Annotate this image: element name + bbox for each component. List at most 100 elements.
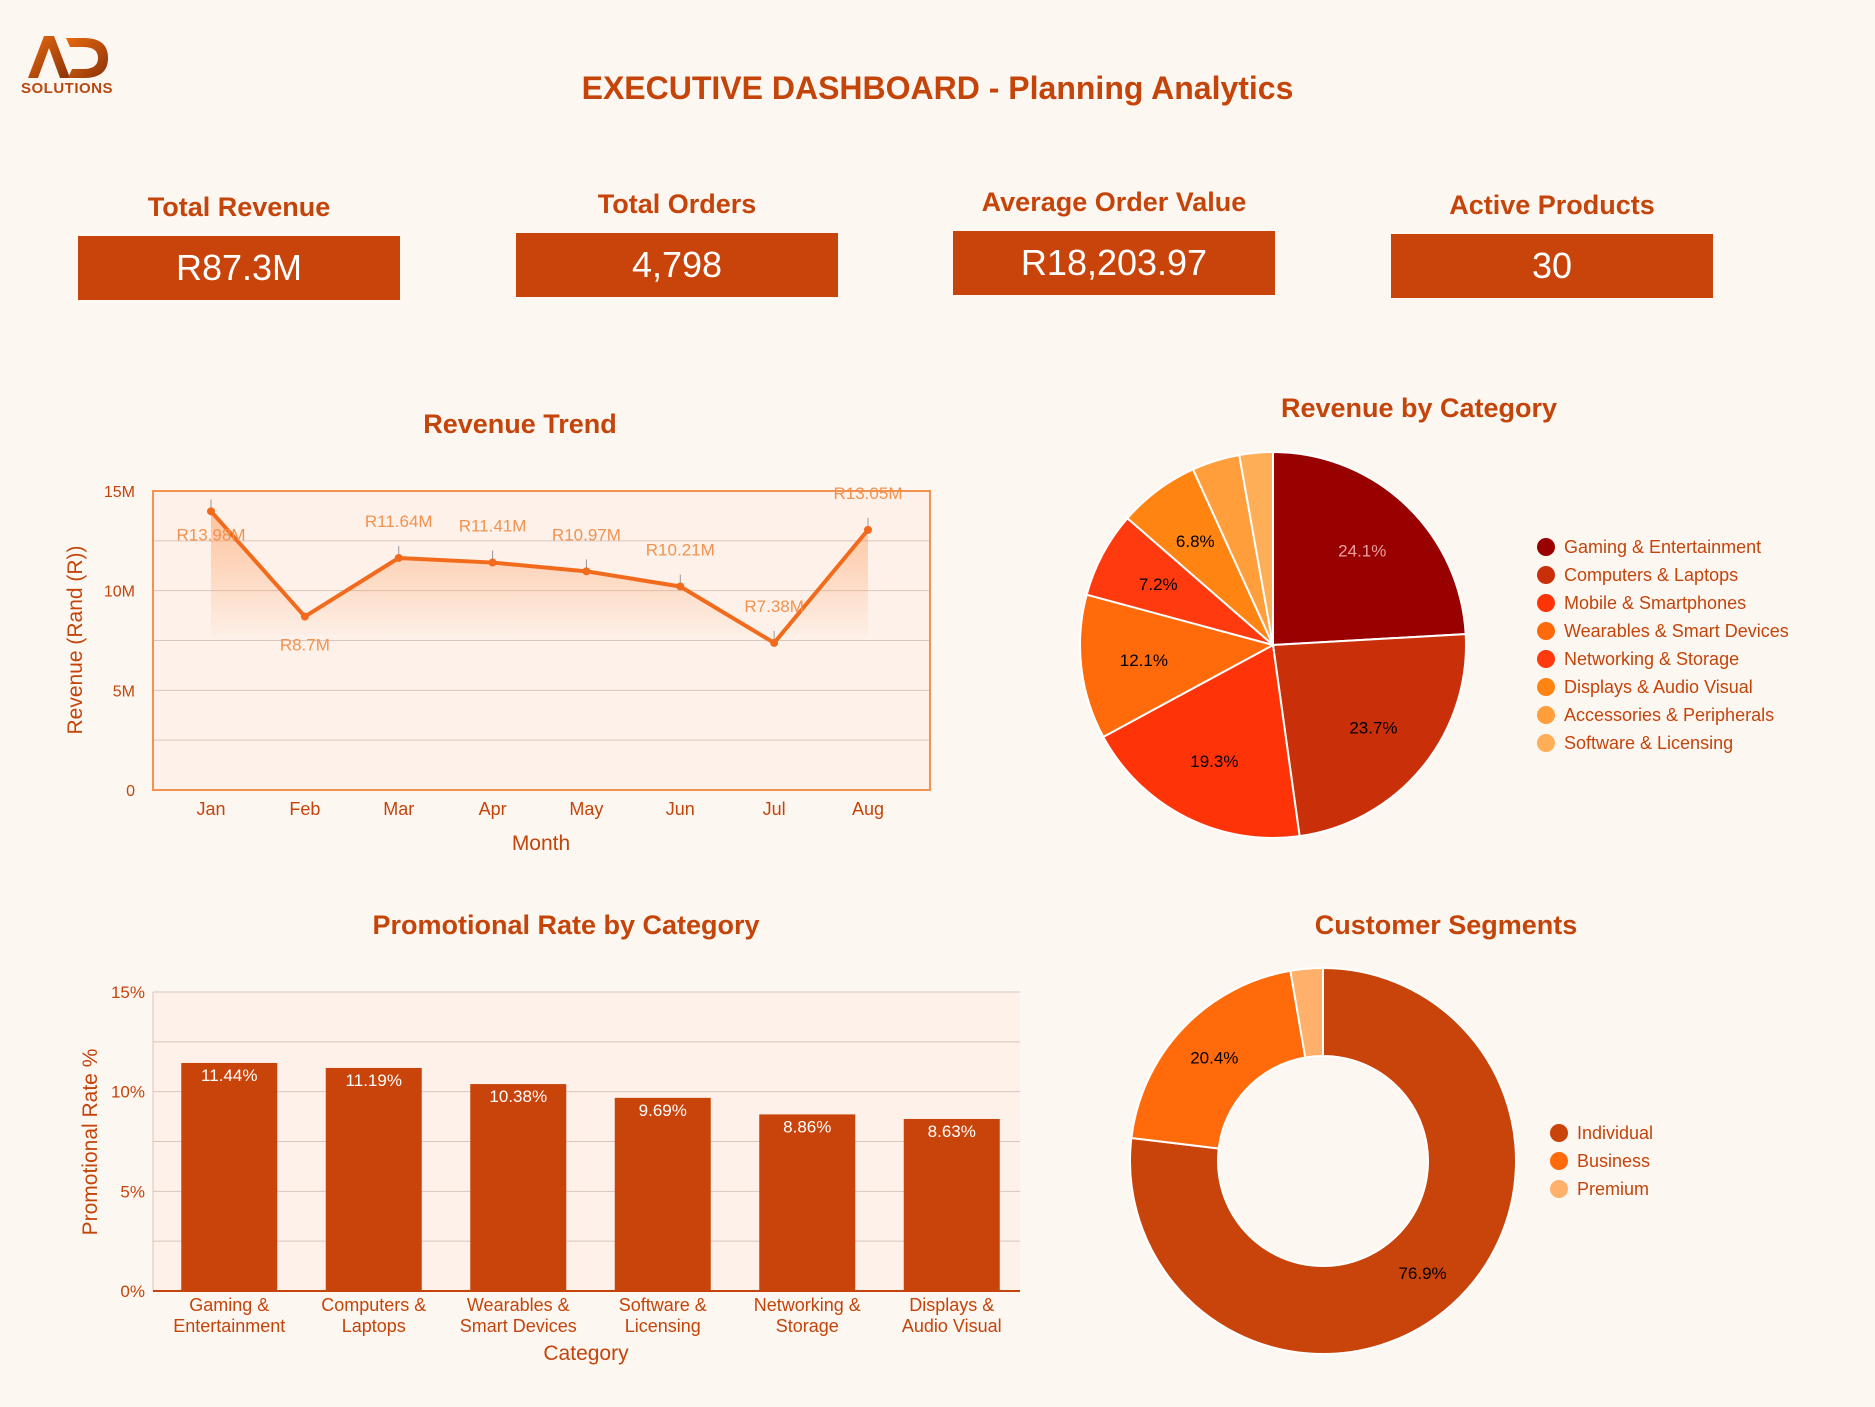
bar-data-label: 8.86% [783, 1117, 831, 1136]
kpi-label-average-order-value: Average Order Value [981, 187, 1247, 217]
bar-y-tick-label: 15% [111, 983, 145, 1002]
segments-donut-slice [1289, 966, 1324, 1059]
line-y-tick-label: 0 [126, 783, 135, 800]
legend-label: Business [1577, 1150, 1651, 1171]
line-data-label: R13.05M [834, 484, 903, 503]
line-data-label: R10.21M [646, 540, 715, 559]
line-data-label: R8.7M [280, 636, 330, 655]
line-data-label: R13.98M [177, 525, 246, 544]
bar-x-tick-label: Gaming & [189, 1295, 269, 1315]
legend-label: Individual [1577, 1122, 1654, 1143]
legend-swatch [1537, 706, 1555, 724]
bar-x-tick-label: Laptops [342, 1316, 406, 1336]
kpi-label-total-revenue: Total Revenue [147, 192, 331, 222]
line-data-label: R7.38M [744, 597, 804, 616]
legend-item: Mobile & Smartphones [1537, 589, 1789, 617]
promotional-rate-title: Promotional Rate by Category [372, 910, 760, 940]
line-point [864, 525, 872, 534]
line-x-tick-label: Feb [289, 799, 320, 819]
bar-x-tick-label: Entertainment [173, 1316, 285, 1336]
legend-swatch [1537, 622, 1555, 640]
category-pie-data-label: 24.1% [1338, 542, 1386, 561]
legend-label: Mobile & Smartphones [1564, 592, 1747, 613]
line-data-label: R10.97M [552, 525, 621, 544]
line-point [676, 582, 685, 591]
line-point [582, 567, 591, 576]
legend-label: Premium [1577, 1178, 1650, 1199]
category-pie-slice [1101, 643, 1301, 839]
legend-swatch [1537, 566, 1555, 584]
bar-data-label: 10.38% [489, 1087, 547, 1106]
category-pie-slice [1238, 450, 1274, 646]
revenue-by-category-title: Revenue by Category [1280, 393, 1558, 423]
category-pie-data-label: 19.3% [1190, 752, 1238, 771]
legend-item: Individual [1550, 1119, 1653, 1147]
legend-swatch [1537, 650, 1555, 668]
line-x-axis-title: Month [512, 832, 570, 855]
legend-swatch [1550, 1124, 1568, 1142]
revenue-trend-title: Revenue Trend [423, 409, 617, 439]
bar-y-tick-label: 5% [120, 1182, 145, 1201]
line-y-axis-title: Revenue (Rand (R)) [64, 545, 87, 734]
legend-swatch [1537, 594, 1555, 612]
bar [759, 1114, 856, 1291]
kpi-value-total-revenue: R87.3M [78, 236, 400, 300]
segments-donut-slice [1128, 966, 1517, 1355]
line-y-tick-label: 10M [104, 584, 135, 601]
line-x-tick-label: Aug [852, 799, 884, 819]
line-point [488, 558, 497, 567]
legend-label: Networking & Storage [1564, 648, 1740, 669]
bar-x-tick-label: Displays & [909, 1295, 994, 1315]
line-series [209, 510, 870, 645]
bar-x-axis-title: Category [543, 1342, 629, 1365]
legend-swatch [1537, 538, 1555, 556]
kpi-value-total-orders: 4,798 [516, 233, 838, 297]
legend-label: Displays & Audio Visual [1564, 676, 1753, 697]
bar-x-tick-label: Wearables & [467, 1295, 570, 1315]
bar-x-tick-label: Networking & [754, 1295, 861, 1315]
legend-swatch [1550, 1152, 1568, 1170]
line-area-fill [211, 511, 868, 643]
bar-y-tick-label: 10% [111, 1083, 145, 1102]
line-point [770, 638, 779, 647]
category-pie-data-label: 6.8% [1176, 532, 1215, 551]
category-pie-data-label: 7.2% [1139, 575, 1178, 594]
legend-label: Computers & Laptops [1564, 564, 1739, 585]
line-plot-border [152, 490, 931, 791]
bar-y-axis-title: Promotional Rate % [79, 1049, 102, 1236]
legend-label: Wearables & Smart Devices [1564, 620, 1789, 641]
revenue-by-category-legend: Gaming & Entertainment Computers & Laptop… [1537, 533, 1789, 757]
page-title: EXECUTIVE DASHBOARD - Planning Analytics [581, 70, 1294, 106]
legend-item: Accessories & Peripherals [1537, 701, 1789, 729]
segments-donut-slice [1130, 969, 1307, 1150]
category-pie-slice [1079, 593, 1276, 739]
category-pie-slice [1272, 450, 1467, 647]
legend-item: Business [1550, 1147, 1653, 1175]
customer-segments-title: Customer Segments [1314, 910, 1578, 940]
kpi-label-active-products: Active Products [1449, 190, 1655, 220]
kpi-label-total-orders: Total Orders [597, 189, 757, 219]
bar-data-label: 11.19% [346, 1071, 402, 1090]
bar [470, 1084, 567, 1291]
line-point [300, 612, 309, 621]
legend-item: Networking & Storage [1537, 645, 1789, 673]
legend-label: Software & Licensing [1564, 732, 1734, 753]
legend-item: Software & Licensing [1537, 729, 1789, 757]
category-pie-data-label: 12.1% [1120, 651, 1168, 670]
bar-x-tick-label: Storage [776, 1316, 839, 1336]
segments-donut-data-label: 76.9% [1398, 1264, 1446, 1283]
category-pie-slice [1271, 633, 1467, 838]
line-x-tick-label: Jul [763, 799, 786, 819]
line-x-tick-label: Mar [383, 799, 414, 819]
line-y-tick-label: 5M [113, 683, 135, 700]
line-x-tick-label: Jun [666, 799, 695, 819]
bar-data-label: 9.69% [639, 1101, 687, 1120]
legend-swatch [1537, 678, 1555, 696]
bar [181, 1062, 278, 1291]
bar-x-tick-label: Audio Visual [902, 1316, 1002, 1336]
bar-x-tick-label: Software & [619, 1295, 707, 1315]
line-x-tick-label: May [569, 799, 603, 819]
customer-segments-legend: Individual Business Premium [1550, 1119, 1653, 1203]
bar [325, 1067, 422, 1291]
